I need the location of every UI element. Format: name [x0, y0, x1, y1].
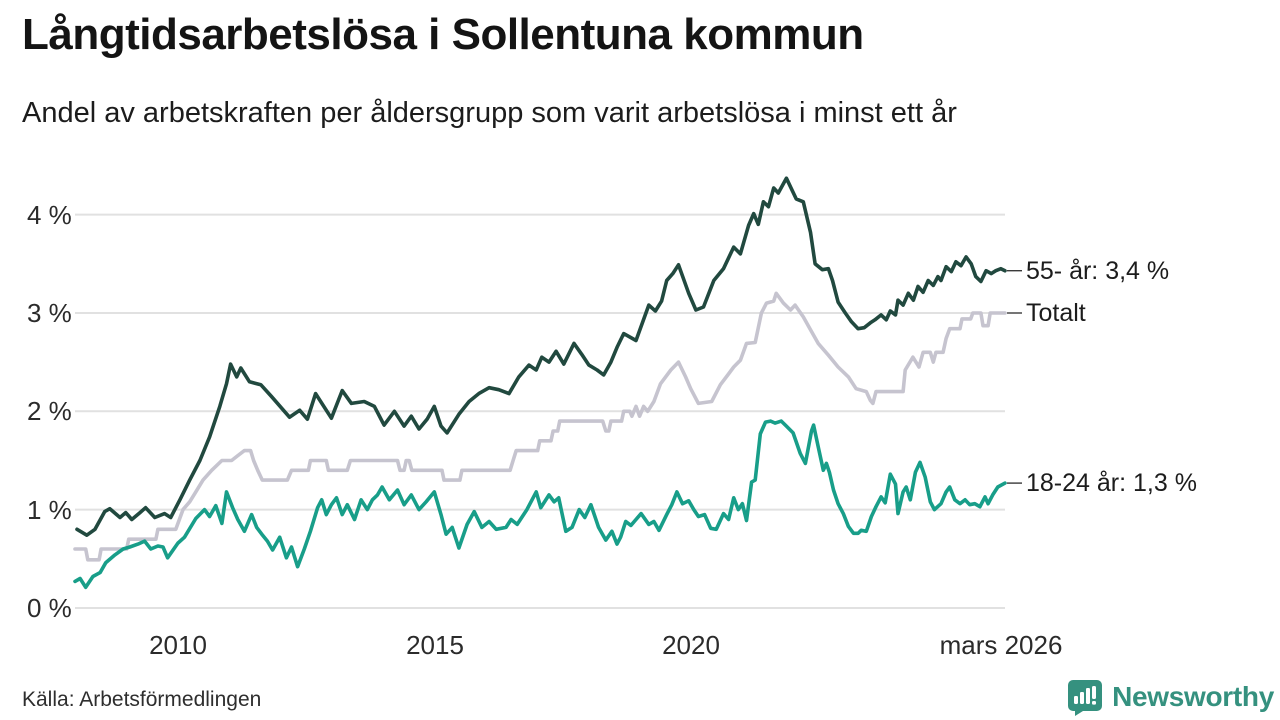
speech-bubble-shape [1068, 680, 1103, 716]
newsworthy-wordmark: Newsworthy [1112, 681, 1274, 712]
source-note: Källa: Arbetsförmedlingen [22, 688, 262, 711]
y-axis-tick-label-2: 2 % [27, 396, 72, 426]
newsworthy-icon [1068, 680, 1103, 716]
series-end-label-55: 55- år: 3,4 % [1026, 257, 1170, 285]
x-axis-tick-label-2010: 2010 [149, 630, 207, 660]
y-axis-tick-label-0: 0 % [27, 593, 72, 623]
series-end-label-18-24: 18-24 år: 1,3 % [1026, 469, 1197, 497]
x-axis-tick-label-2020: 2020 [662, 630, 720, 660]
x-axis-tick-label-mars-2026: mars 2026 [939, 630, 1063, 660]
y-axis-tick-label-1: 1 % [27, 495, 72, 525]
x-axis-tick-label-2015: 2015 [406, 630, 464, 660]
newsworthy-logo[interactable]: Newsworthy [1066, 678, 1274, 716]
chart-subtitle: Andel av arbetskraften per åldersgrupp s… [22, 97, 957, 129]
y-axis-tick-label-3: 3 % [27, 298, 72, 328]
y-axis-tick-label-4: 4 % [27, 200, 72, 230]
chart-title: Långtidsarbetslösa i Sollentuna kommun [22, 10, 864, 59]
series-end-label-totalt: Totalt [1026, 299, 1086, 327]
